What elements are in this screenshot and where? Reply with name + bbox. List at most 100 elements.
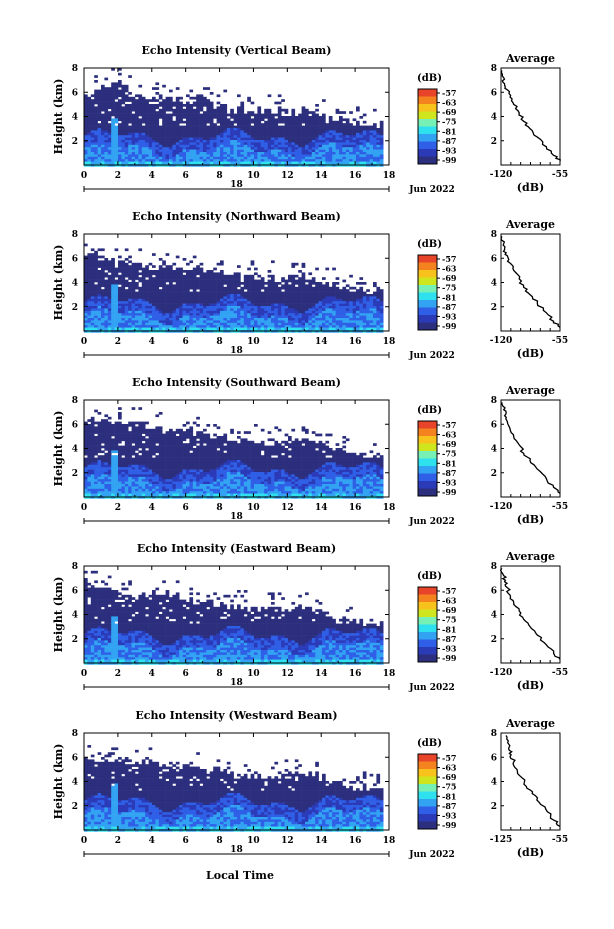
heatmap-cell bbox=[165, 286, 170, 290]
heatmap-cell bbox=[254, 284, 258, 288]
heatmap-cell bbox=[135, 125, 139, 129]
heatmap-cell bbox=[223, 277, 228, 280]
heatmap-cell bbox=[148, 106, 153, 110]
heatmap-cell bbox=[111, 313, 115, 316]
heatmap-cell bbox=[332, 135, 336, 138]
heatmap-cell bbox=[135, 303, 139, 307]
heatmap-cell bbox=[186, 310, 190, 314]
heatmap-cell bbox=[376, 161, 381, 165]
heatmap-cell bbox=[301, 113, 306, 117]
heatmap-cell bbox=[322, 306, 326, 309]
y-tick-label: 4 bbox=[72, 279, 78, 289]
heatmap-cell bbox=[284, 322, 289, 326]
heatmap-cell bbox=[376, 296, 381, 300]
heatmap-cell bbox=[104, 120, 109, 124]
heatmap-cell bbox=[373, 310, 377, 314]
heatmap-cell bbox=[107, 260, 112, 264]
heatmap-cell bbox=[213, 142, 217, 146]
heatmap-cell bbox=[209, 282, 214, 285]
heatmap-cell bbox=[121, 291, 126, 295]
heatmap-cell bbox=[94, 135, 98, 138]
heatmap-cell bbox=[345, 294, 350, 297]
heatmap-cell bbox=[243, 277, 248, 280]
heatmap-cell bbox=[362, 282, 367, 285]
heatmap-cell bbox=[94, 270, 98, 273]
heatmap-cell bbox=[84, 308, 88, 312]
heatmap-cell bbox=[121, 424, 126, 427]
heatmap-cell bbox=[87, 457, 92, 461]
heatmap-cell bbox=[203, 99, 207, 102]
heatmap-cell bbox=[121, 431, 126, 434]
heatmap-cell bbox=[182, 132, 187, 136]
heatmap-cell bbox=[148, 322, 153, 326]
heatmap-cell bbox=[223, 315, 228, 319]
heatmap-cell bbox=[118, 128, 122, 131]
heatmap-cell bbox=[175, 296, 180, 300]
heatmap-cell bbox=[366, 294, 370, 297]
heatmap-cell bbox=[135, 272, 139, 276]
heatmap-cell bbox=[305, 298, 309, 302]
heatmap-cell bbox=[220, 270, 224, 273]
heatmap-cell bbox=[124, 149, 129, 153]
heatmap-cell bbox=[260, 140, 265, 143]
heatmap-cell bbox=[141, 270, 146, 273]
heatmap-cell bbox=[131, 156, 136, 160]
heatmap-cell bbox=[359, 144, 364, 148]
heatmap-cell bbox=[84, 436, 88, 439]
heatmap-cell bbox=[213, 294, 217, 297]
heatmap-cell bbox=[97, 248, 102, 252]
heatmap-cell bbox=[182, 274, 187, 278]
heatmap-cell bbox=[325, 284, 330, 288]
heatmap-cell bbox=[107, 147, 112, 150]
heatmap-cell bbox=[345, 327, 350, 331]
heatmap-cell bbox=[294, 116, 299, 119]
heatmap-cell bbox=[121, 479, 126, 482]
heatmap-cell bbox=[104, 455, 109, 458]
heatmap-cell bbox=[169, 144, 173, 148]
heatmap-cell bbox=[216, 140, 221, 143]
heatmap-cell bbox=[294, 147, 299, 150]
heatmap-cell bbox=[223, 123, 228, 126]
heatmap-cell bbox=[311, 132, 316, 136]
heatmap-cell bbox=[169, 272, 173, 276]
heatmap-cell bbox=[243, 306, 248, 309]
heatmap-cell bbox=[84, 152, 88, 155]
heatmap-cell bbox=[254, 116, 258, 119]
heatmap-cell bbox=[121, 123, 126, 126]
heatmap-cell bbox=[145, 99, 149, 102]
heatmap-cell bbox=[124, 140, 129, 143]
heatmap-cell bbox=[118, 440, 122, 444]
heatmap-cell bbox=[124, 147, 129, 150]
heatmap-cell bbox=[362, 296, 367, 300]
heatmap-cell bbox=[128, 152, 132, 155]
heatmap-cell bbox=[243, 308, 248, 312]
heatmap-cell bbox=[376, 130, 381, 134]
heatmap-cell bbox=[189, 159, 194, 162]
heatmap-cell bbox=[121, 161, 126, 165]
heatmap-cell bbox=[97, 327, 102, 331]
heatmap-cell bbox=[165, 96, 170, 100]
heatmap-cell bbox=[352, 159, 357, 162]
heatmap-cell bbox=[339, 152, 343, 155]
heatmap-cell bbox=[220, 118, 224, 122]
heatmap-cell bbox=[114, 457, 119, 461]
heatmap-cell bbox=[90, 279, 95, 283]
heatmap-cell bbox=[111, 322, 115, 326]
heatmap-cell bbox=[165, 156, 170, 160]
heatmap-cell bbox=[203, 272, 207, 276]
heatmap-cell bbox=[182, 286, 187, 290]
heatmap-cell bbox=[121, 282, 126, 285]
heatmap-cell bbox=[220, 130, 224, 134]
heatmap-cell bbox=[220, 291, 224, 295]
heatmap-cell bbox=[192, 272, 197, 276]
heatmap-cell bbox=[247, 120, 251, 124]
y-tick-label: 6 bbox=[72, 254, 78, 264]
heatmap-cell bbox=[104, 474, 109, 478]
heatmap-cell bbox=[328, 310, 333, 314]
heatmap-cell bbox=[274, 327, 279, 331]
heatmap-cell bbox=[118, 111, 122, 114]
heatmap-cell bbox=[114, 156, 119, 160]
heatmap-cell bbox=[135, 147, 139, 150]
heatmap-cell bbox=[254, 149, 258, 153]
heatmap-cell bbox=[291, 265, 296, 268]
